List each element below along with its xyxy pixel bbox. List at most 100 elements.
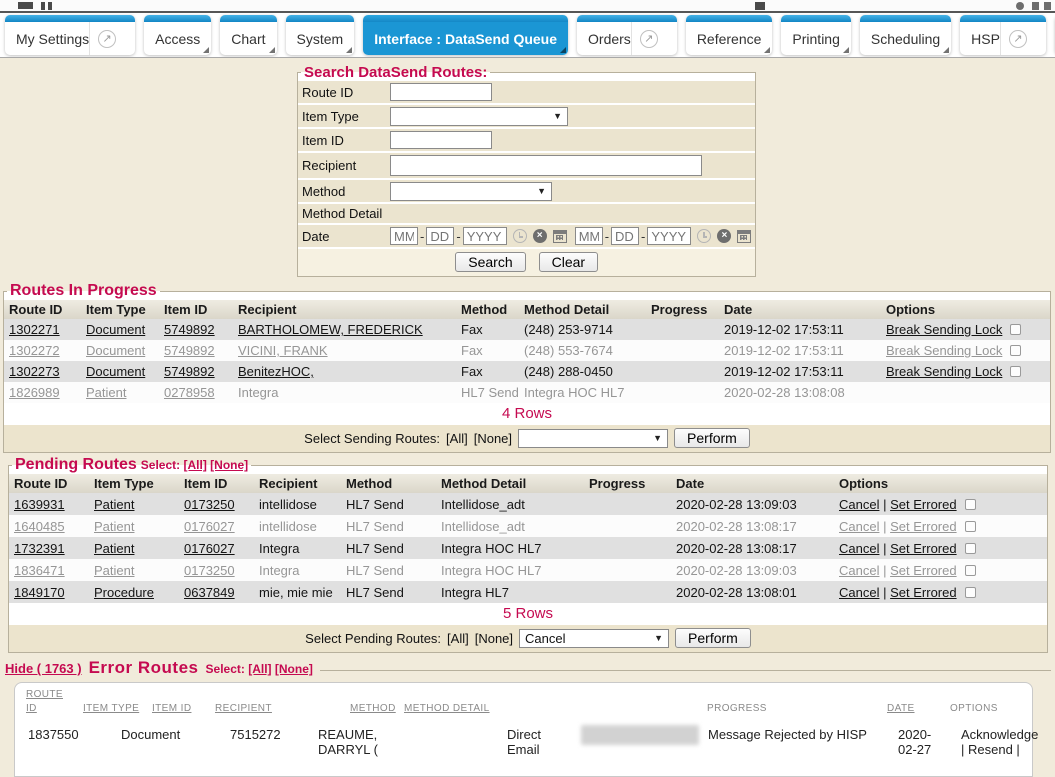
select-none-link[interactable]: [None] <box>475 631 513 646</box>
row-select-checkbox[interactable] <box>965 499 976 510</box>
route-id-link[interactable]: 1640485 <box>14 519 65 534</box>
route-id-link[interactable]: 1302271 <box>9 322 60 337</box>
date-to-month-input[interactable] <box>575 227 603 245</box>
set-errored-link[interactable]: Set Errored <box>890 519 956 534</box>
date-from-month-input[interactable] <box>390 227 418 245</box>
select-all-link[interactable]: [All] <box>248 662 271 676</box>
select-all-link[interactable]: [All] <box>183 458 206 472</box>
launch-icon[interactable]: ↗ <box>640 30 658 48</box>
set-errored-link[interactable]: Set Errored <box>890 585 956 600</box>
tab-access[interactable]: Access <box>144 15 211 55</box>
tab-system[interactable]: System <box>286 15 355 55</box>
route-id-link[interactable]: 1836471 <box>14 563 65 578</box>
item-id-link[interactable]: 5749892 <box>164 322 215 337</box>
set-errored-link[interactable]: Set Errored <box>890 563 956 578</box>
set-errored-link[interactable]: Set Errored <box>890 497 956 512</box>
select-none-link[interactable]: [None] <box>474 431 512 446</box>
sort-route-id-header[interactable]: ID <box>26 703 37 714</box>
row-select-checkbox[interactable] <box>1010 324 1021 335</box>
cancel-link[interactable]: Cancel <box>839 541 879 556</box>
clear-button[interactable]: Clear <box>539 252 598 272</box>
tab-scheduling[interactable]: Scheduling <box>860 15 951 55</box>
date-from-year-input[interactable] <box>463 227 507 245</box>
date-to-day-input[interactable] <box>611 227 639 245</box>
recipient-link[interactable]: BARTHOLOMEW, FREDERICK <box>238 322 423 337</box>
break-sending-lock-link[interactable]: Break Sending Lock <box>886 322 1002 337</box>
sort-recipient-header[interactable]: RECIPIENT <box>215 703 272 714</box>
row-select-checkbox[interactable] <box>1010 345 1021 356</box>
tab-interface-datasend-queue[interactable]: Interface : DataSend Queue <box>363 15 568 55</box>
tab-launch-segment[interactable]: ↗ <box>631 22 666 55</box>
recipient-link[interactable]: VICINI, FRANK <box>238 343 328 358</box>
break-sending-lock-link[interactable]: Break Sending Lock <box>886 364 1002 379</box>
hide-error-routes-link[interactable]: Hide ( 1763 ) <box>5 661 82 676</box>
time-picker-icon[interactable] <box>513 229 527 243</box>
cancel-link[interactable]: Cancel <box>839 585 879 600</box>
route-id-link[interactable]: 1826989 <box>9 385 60 400</box>
date-from-day-input[interactable] <box>426 227 454 245</box>
route-id-input[interactable] <box>390 83 492 101</box>
route-id-link[interactable]: 1302272 <box>9 343 60 358</box>
sort-item-id-header[interactable]: ITEM ID <box>152 703 191 714</box>
launch-icon[interactable]: ↗ <box>1009 30 1027 48</box>
route-id-link[interactable]: 1302273 <box>9 364 60 379</box>
item-id-link[interactable]: 0637849 <box>184 585 235 600</box>
sort-item-type-header[interactable]: ITEM TYPE <box>83 703 139 714</box>
sort-date-header[interactable]: DATE <box>887 703 915 714</box>
item-id-link[interactable]: 0176027 <box>184 541 235 556</box>
item-type-select[interactable]: ▼ <box>390 107 568 126</box>
tab-launch-segment[interactable]: ↗ <box>89 22 124 55</box>
resend-link[interactable]: | Resend | <box>961 742 1020 757</box>
cancel-link[interactable]: Cancel <box>839 519 879 534</box>
item-id-link[interactable]: 0278958 <box>164 385 215 400</box>
select-all-link[interactable]: [All] <box>446 431 468 446</box>
route-id-link[interactable]: 1732391 <box>14 541 65 556</box>
perform-button[interactable]: Perform <box>675 628 751 648</box>
item-id-link[interactable]: 0173250 <box>184 497 235 512</box>
calendar-icon[interactable] <box>553 230 567 243</box>
item-type-link[interactable]: Document <box>86 343 145 358</box>
clear-date-icon[interactable]: × <box>533 229 547 243</box>
row-select-checkbox[interactable] <box>965 565 976 576</box>
item-id-link[interactable]: 0176027 <box>184 519 235 534</box>
recipient-link[interactable]: BenitezHOC, <box>238 364 314 379</box>
pending-action-select[interactable]: Cancel▼ <box>519 629 669 648</box>
row-select-checkbox[interactable] <box>965 587 976 598</box>
sort-method-header[interactable]: METHOD <box>350 703 396 714</box>
search-button[interactable]: Search <box>455 252 525 272</box>
select-all-link[interactable]: [All] <box>447 631 469 646</box>
row-select-checkbox[interactable] <box>965 521 976 532</box>
item-id-input[interactable] <box>390 131 492 149</box>
select-none-link[interactable]: [None] <box>275 662 313 676</box>
acknowledge-link[interactable]: Acknowledge <box>961 727 1038 742</box>
item-type-link[interactable]: Patient <box>94 519 134 534</box>
sending-action-select[interactable]: ▼ <box>518 429 668 448</box>
item-type-link[interactable]: Patient <box>86 385 126 400</box>
date-to-year-input[interactable] <box>647 227 691 245</box>
item-type-link[interactable]: Patient <box>94 497 134 512</box>
tab-launch-segment[interactable]: ↗ <box>1000 22 1035 55</box>
route-id-link[interactable]: 1849170 <box>14 585 65 600</box>
perform-button[interactable]: Perform <box>674 428 750 448</box>
item-type-link[interactable]: Patient <box>94 541 134 556</box>
item-type-link[interactable]: Document <box>86 364 145 379</box>
method-select[interactable]: ▼ <box>390 182 552 201</box>
launch-icon[interactable]: ↗ <box>98 30 116 48</box>
tab-reference[interactable]: Reference <box>686 15 773 55</box>
row-select-checkbox[interactable] <box>1010 366 1021 377</box>
break-sending-lock-link[interactable]: Break Sending Lock <box>886 343 1002 358</box>
recipient-input[interactable] <box>390 155 702 176</box>
clear-date-icon[interactable]: × <box>717 229 731 243</box>
tab-hsp[interactable]: HSP ↗ <box>960 15 1046 55</box>
tab-my-settings[interactable]: My Settings ↗ <box>5 15 135 55</box>
row-select-checkbox[interactable] <box>965 543 976 554</box>
set-errored-link[interactable]: Set Errored <box>890 541 956 556</box>
tab-orders[interactable]: Orders ↗ <box>577 15 677 55</box>
tab-chart[interactable]: Chart <box>220 15 276 55</box>
item-type-link[interactable]: Procedure <box>94 585 154 600</box>
cancel-link[interactable]: Cancel <box>839 563 879 578</box>
route-id-link[interactable]: 1639931 <box>14 497 65 512</box>
sort-route-id-header[interactable]: ROUTE <box>26 689 63 700</box>
item-id-link[interactable]: 5749892 <box>164 343 215 358</box>
sort-method-detail-header[interactable]: METHOD DETAIL <box>404 703 490 714</box>
